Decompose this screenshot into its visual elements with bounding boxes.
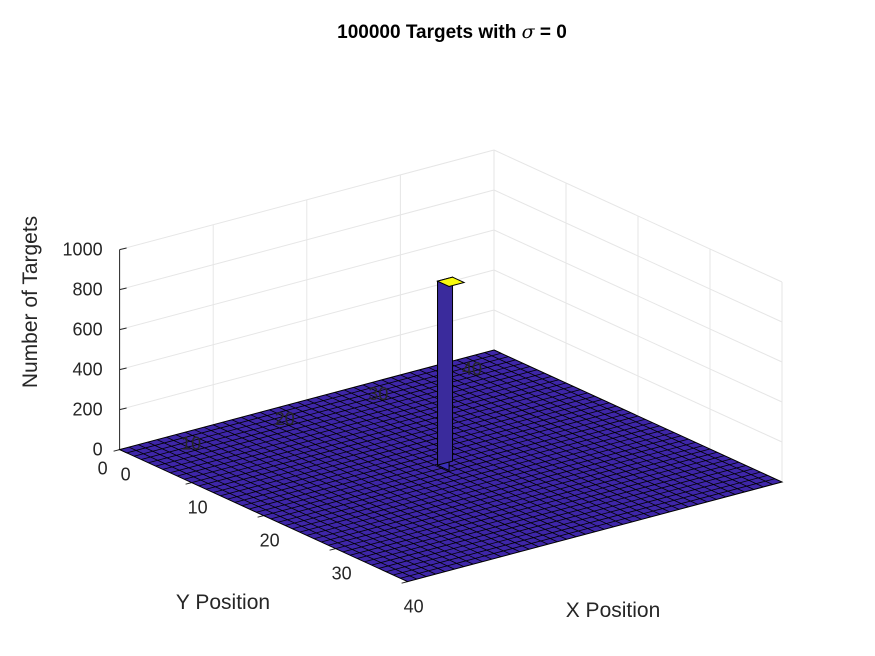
- z-tick-label: 1000: [63, 240, 103, 260]
- floor-cell-edge-y: [344, 389, 633, 523]
- z-tick-mark: [119, 247, 127, 251]
- floor-cell-edge-y: [437, 364, 727, 498]
- x-tick-mark: [401, 581, 408, 584]
- y-tick-label: 10: [181, 434, 201, 454]
- floor-cell-edge-y: [278, 406, 567, 540]
- y-axis-label: Y Position: [176, 591, 270, 614]
- floor-cell-edge-y: [156, 439, 446, 573]
- x-tick-label: 30: [332, 564, 352, 584]
- x-tick-mark: [185, 482, 192, 485]
- floor-cell-edge-y: [203, 426, 493, 560]
- z-tick-mark: [119, 367, 127, 371]
- x-tick-label: 0: [121, 465, 131, 485]
- floor-cell-edge-y: [138, 444, 427, 577]
- z-tick-label: 800: [73, 280, 103, 300]
- floor-cell-edge-y: [418, 369, 708, 503]
- floor-cell-edge-y: [241, 416, 530, 550]
- floor-cell-edge-y: [306, 399, 595, 533]
- bar-face-side: [437, 276, 454, 466]
- floor-cell-edge-y: [362, 384, 652, 518]
- bar-top-peak: [436, 276, 466, 287]
- floor-cell-edge-y: [297, 401, 586, 535]
- floor-cell-edge-y: [194, 429, 483, 563]
- z-tick-label: 600: [73, 320, 103, 340]
- floor-cell-edge-y: [372, 382, 661, 515]
- floor-cell-edge-y: [334, 391, 624, 525]
- floor-cell-edge-y: [428, 367, 717, 500]
- z-tick-mark: [119, 407, 127, 411]
- z-axis-label: Number of Targets: [19, 216, 42, 388]
- floor-cell-edge-y: [259, 411, 549, 545]
- chart-title: 100000 Targets with σ = 0: [337, 21, 567, 43]
- z-tick-mark: [119, 287, 127, 291]
- floor-cell-edge-y: [147, 441, 436, 575]
- x-tick-mark: [329, 548, 336, 551]
- x-tick-mark: [257, 515, 264, 518]
- x-tick-label: 20: [260, 531, 280, 551]
- floor-cell-edge-y: [456, 359, 745, 493]
- floor-cell-edge-y: [447, 362, 736, 495]
- floor-cell-edge-y: [287, 404, 577, 538]
- x-axis-label: X Position: [566, 599, 661, 622]
- y-tick-label: 40: [462, 359, 482, 379]
- floor-cell-edge-y: [381, 379, 670, 513]
- floor-cell-edge-y: [175, 434, 464, 568]
- title-main: 100000 Targets with: [337, 22, 516, 43]
- floor-cell-edge-y: [269, 409, 558, 543]
- y-tick-label: 20: [275, 409, 295, 429]
- title-symbol: σ: [522, 21, 536, 43]
- x-tick-mark: [113, 449, 120, 452]
- z-tick-mark: [119, 327, 127, 331]
- floor-cell-edge-y: [409, 372, 698, 505]
- floor-cell-edge-y: [475, 354, 764, 488]
- floor-cell-edge-y: [166, 436, 455, 570]
- floor-cell-edge-y: [325, 394, 614, 528]
- floor-cell-edge-y: [222, 421, 511, 555]
- surface-floor: [118, 349, 784, 583]
- floor-cell-edge-y: [353, 386, 642, 520]
- z-tick-label: 400: [73, 360, 103, 380]
- floor-cell-edge-y: [128, 446, 418, 580]
- floor-cell-edge-y: [184, 431, 474, 565]
- title-suffix: = 0: [540, 22, 567, 43]
- floor-cell-edge-y: [315, 396, 605, 530]
- floor-cell-edge-y: [231, 419, 521, 553]
- x-tick-label: 40: [404, 597, 424, 617]
- y-tick-label: 0: [98, 459, 108, 479]
- floor-cell-edge-y: [213, 424, 502, 558]
- x-tick-label: 10: [188, 498, 208, 518]
- bars: [436, 276, 466, 472]
- z-tick-label: 0: [93, 440, 103, 460]
- floor-cell-edge-y: [465, 357, 755, 490]
- floor-cell-edge-y: [250, 414, 539, 548]
- z-tick-label: 200: [73, 400, 103, 420]
- y-tick-label: 30: [368, 384, 388, 404]
- floor-cell-edge-y: [484, 352, 773, 485]
